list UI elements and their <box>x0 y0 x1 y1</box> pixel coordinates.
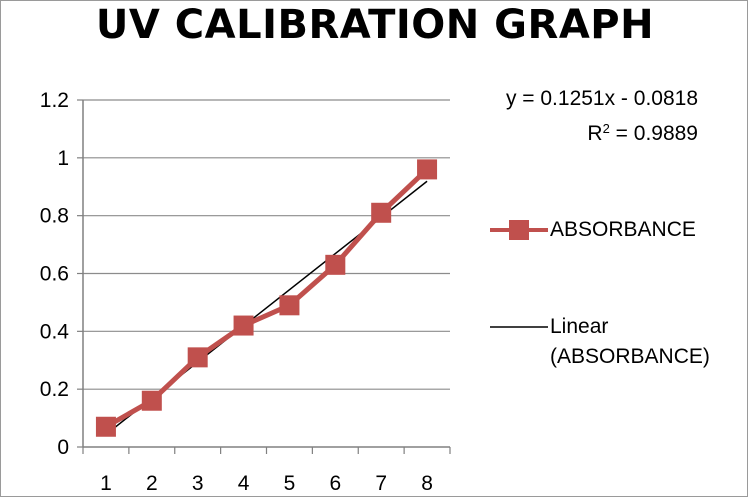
data-point-marker <box>95 416 116 437</box>
x-tick-label: 4 <box>238 472 250 495</box>
trendline-equation-box: y = 0.1251x - 0.0818 R2 = 0.9889 <box>506 84 698 149</box>
legend-entry-absorbance: ABSORBANCE <box>550 215 696 245</box>
data-point-marker <box>325 254 346 275</box>
legend-label-linear: Linear (ABSORBANCE) <box>550 315 710 368</box>
legend-swatch-absorbance-marker <box>509 220 529 240</box>
legend-label-absorbance: ABSORBANCE <box>550 218 696 241</box>
data-point-marker <box>371 202 392 223</box>
x-tick-label: 3 <box>192 472 204 495</box>
legend-entry-linear: Linear (ABSORBANCE) <box>550 312 720 372</box>
trendline-r-squared: R2 = 0.9889 <box>506 114 698 149</box>
data-point-marker <box>187 347 208 368</box>
data-point-marker <box>417 159 438 180</box>
data-point-marker <box>141 390 162 411</box>
y-tick-label: 1.2 <box>40 89 69 112</box>
y-tick-label: 0.4 <box>40 320 70 343</box>
chart-title: UV CALIBRATION GRAPH <box>95 2 655 48</box>
data-point-marker <box>279 295 300 316</box>
x-tick-label: 8 <box>421 472 433 495</box>
r-squared-value: = 0.9889 <box>609 122 698 145</box>
y-tick-label: 0.6 <box>40 263 69 286</box>
legend-swatch-linear <box>490 326 548 328</box>
r-squared-symbol: R <box>587 122 603 145</box>
y-tick-label: 0 <box>57 436 69 459</box>
x-tick-label: 6 <box>329 472 341 495</box>
y-tick-label: 0.2 <box>40 378 69 401</box>
legend-swatch-absorbance <box>490 220 548 240</box>
y-tick-label: 0.8 <box>40 205 69 228</box>
x-tick-label: 2 <box>146 472 158 495</box>
y-tick-label: 1 <box>57 147 69 170</box>
x-tick-label: 7 <box>375 472 387 495</box>
data-point-marker <box>233 315 254 336</box>
trendline-equation: y = 0.1251x - 0.0818 <box>505 87 698 110</box>
r-squared-exponent: 2 <box>602 121 610 136</box>
x-tick-label: 1 <box>100 472 112 495</box>
x-tick-label: 5 <box>284 472 296 495</box>
